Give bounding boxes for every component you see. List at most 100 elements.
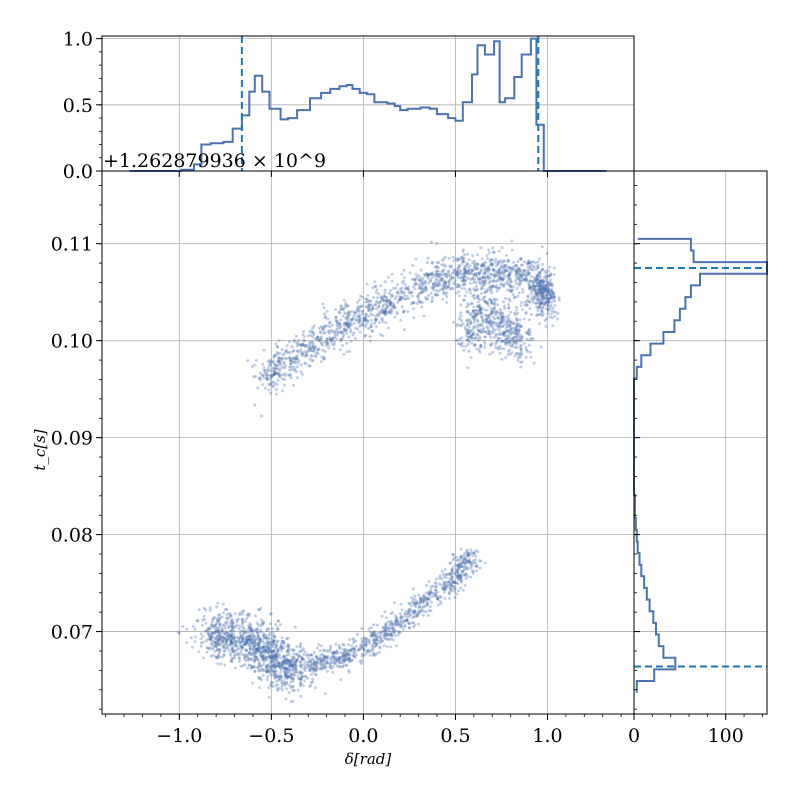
scatter-point: [463, 298, 466, 302]
scatter-point: [415, 275, 419, 279]
scatter-point: [375, 301, 379, 304]
scatter-point: [430, 272, 433, 276]
scatter-point: [552, 292, 556, 296]
scatter-point: [433, 292, 437, 296]
scatter-point: [335, 322, 339, 326]
scatter-point: [473, 259, 477, 263]
scatter-point: [436, 272, 439, 276]
scatter-point: [548, 296, 552, 300]
scatter-point: [226, 626, 230, 629]
scatter-point: [292, 349, 296, 353]
scatter-point: [448, 264, 451, 268]
scatter-point: [367, 309, 371, 313]
scatter-point: [549, 295, 553, 299]
scatter-point: [517, 276, 521, 280]
scatter-point: [298, 343, 302, 347]
scatter-point: [496, 338, 500, 342]
scatter-point: [546, 301, 550, 305]
scatter-point: [547, 288, 551, 292]
scatter-point: [342, 327, 346, 331]
scatter-point: [300, 354, 304, 357]
scatter-point: [444, 264, 448, 268]
scatter-point: [424, 280, 428, 284]
scatter-point: [366, 293, 370, 297]
scatter-point: [331, 656, 335, 659]
scatter-point: [460, 275, 463, 279]
scatter-point: [546, 312, 550, 315]
scatter-point: [515, 318, 519, 322]
scatter-point: [538, 305, 542, 309]
scatter-point: [481, 280, 485, 283]
scatter-point: [491, 350, 495, 354]
scatter-point: [534, 288, 538, 292]
scatter-point: [540, 297, 543, 301]
scatter-point: [264, 373, 268, 377]
scatter-point: [338, 664, 341, 668]
scatter-point: [370, 318, 373, 322]
scatter-point: [483, 561, 487, 565]
scatter-point: [311, 349, 315, 353]
scatter-point: [225, 638, 229, 642]
scatter-point: [250, 665, 254, 668]
scatter-point: [325, 341, 329, 345]
scatter-point: [376, 313, 379, 317]
scatter-point: [485, 301, 489, 305]
scatter-point: [529, 261, 533, 265]
scatter-point: [310, 354, 314, 358]
scatter-point: [374, 318, 378, 321]
scatter-point: [277, 359, 281, 363]
scatter-point: [313, 346, 317, 350]
scatter-point: [262, 641, 266, 645]
scatter-point: [409, 604, 413, 608]
scatter-point: [243, 643, 247, 647]
scatter-point: [247, 656, 251, 660]
scatter-point: [397, 631, 401, 635]
scatter-point: [460, 262, 464, 265]
scatter-point: [415, 302, 419, 305]
scatter-point: [304, 343, 307, 347]
scatter-point: [323, 324, 327, 328]
scatter-point: [551, 282, 555, 286]
scatter-point: [474, 273, 478, 277]
scatter-point: [230, 625, 234, 629]
scatter-point: [466, 252, 470, 256]
scatter-point: [440, 259, 444, 262]
scatter-point: [526, 261, 530, 265]
scatter-point: [464, 278, 468, 282]
scatter-point: [339, 339, 343, 343]
scatter-point: [425, 584, 428, 588]
scatter-point: [467, 258, 471, 262]
scatter-point: [538, 270, 542, 274]
scatter-point: [417, 297, 421, 301]
scatter-point: [522, 270, 526, 274]
scatter-point: [306, 344, 310, 348]
scatter-point: [273, 354, 277, 358]
scatter-point: [300, 343, 304, 347]
scatter-point: [426, 276, 430, 280]
scatter-point: [456, 272, 460, 275]
scatter-point: [459, 311, 463, 315]
scatter-point: [441, 269, 445, 273]
scatter-point: [541, 289, 544, 293]
scatter-point: [477, 300, 481, 304]
scatter-point: [463, 584, 467, 587]
scatter-point: [255, 636, 258, 640]
scatter-point: [291, 660, 295, 664]
scatter-point: [476, 262, 480, 266]
scatter-point: [459, 554, 463, 558]
scatter-point: [425, 287, 429, 291]
scatter-point: [310, 346, 314, 350]
scatter-point: [537, 287, 541, 291]
scatter-point: [471, 276, 475, 280]
scatter-point: [301, 343, 305, 347]
scatter-point: [339, 678, 343, 681]
scatter-point: [413, 597, 417, 601]
scatter-point: [265, 376, 269, 380]
scatter-point: [483, 271, 487, 275]
scatter-point: [457, 284, 461, 288]
scatter-point: [439, 288, 443, 292]
scatter-point: [325, 337, 329, 341]
scatter-point: [525, 337, 529, 341]
scatter-point: [301, 372, 304, 376]
scatter-point: [292, 361, 296, 364]
